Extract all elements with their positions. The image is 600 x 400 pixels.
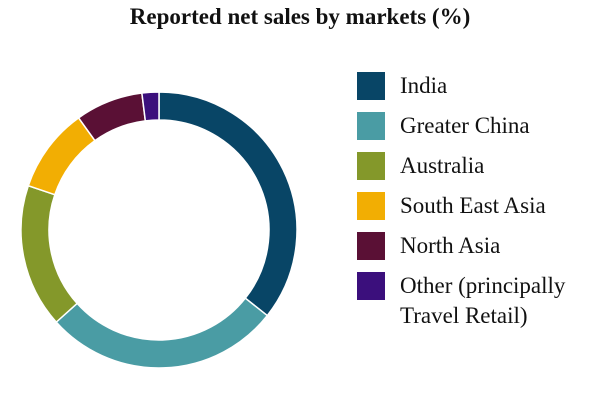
donut-slice-south-east-asia (27, 116, 96, 196)
legend-label-australia: Australia (400, 153, 485, 178)
legend-label-south-east-asia: South East Asia (400, 193, 546, 218)
legend-swatch-greater-china (357, 112, 385, 140)
donut-slice-australia (20, 184, 79, 324)
legend-item: India (357, 71, 597, 111)
legend-item: Other (principally Travel Retail) (357, 271, 597, 328)
legend-item: South East Asia (357, 191, 597, 231)
legend-label-other: Other (principally Travel Retail) (400, 273, 566, 328)
legend-swatch-south-east-asia (357, 192, 385, 220)
legend-item: North Asia (357, 231, 597, 271)
legend-label-greater-china: Greater China (400, 113, 530, 138)
legend-swatch-india (357, 72, 385, 100)
legend: India Greater China Australia South East… (357, 71, 597, 328)
legend-swatch-other (357, 272, 385, 300)
donut-slice-greater-china (55, 297, 269, 369)
legend-label-north-asia: North Asia (400, 233, 501, 258)
legend-swatch-north-asia (357, 232, 385, 260)
legend-item: Australia (357, 151, 597, 191)
legend-label-india: India (400, 73, 448, 98)
chart-title: Reported net sales by markets (%) (129, 4, 471, 29)
legend-swatch-australia (357, 152, 385, 180)
legend-item: Greater China (357, 111, 597, 151)
donut-slice-other (141, 91, 160, 122)
donut-slice-india (158, 91, 298, 317)
